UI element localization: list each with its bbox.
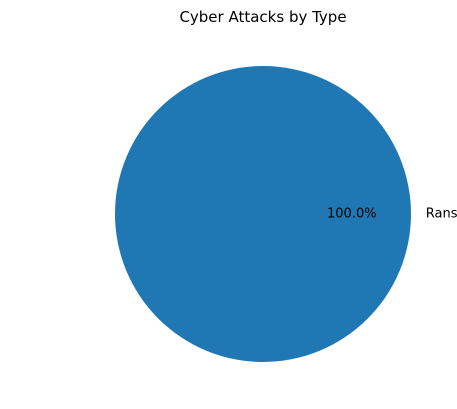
pie-labels: Ransomware 100.0% — [327, 207, 457, 222]
slice-label: Ransomware — [426, 207, 457, 222]
chart-title: Cyber Attacks by Type — [179, 8, 346, 26]
pie-slices — [115, 66, 411, 362]
slice-percent-label: 100.0% — [327, 207, 377, 222]
pie-slice-ransomware — [115, 66, 411, 362]
